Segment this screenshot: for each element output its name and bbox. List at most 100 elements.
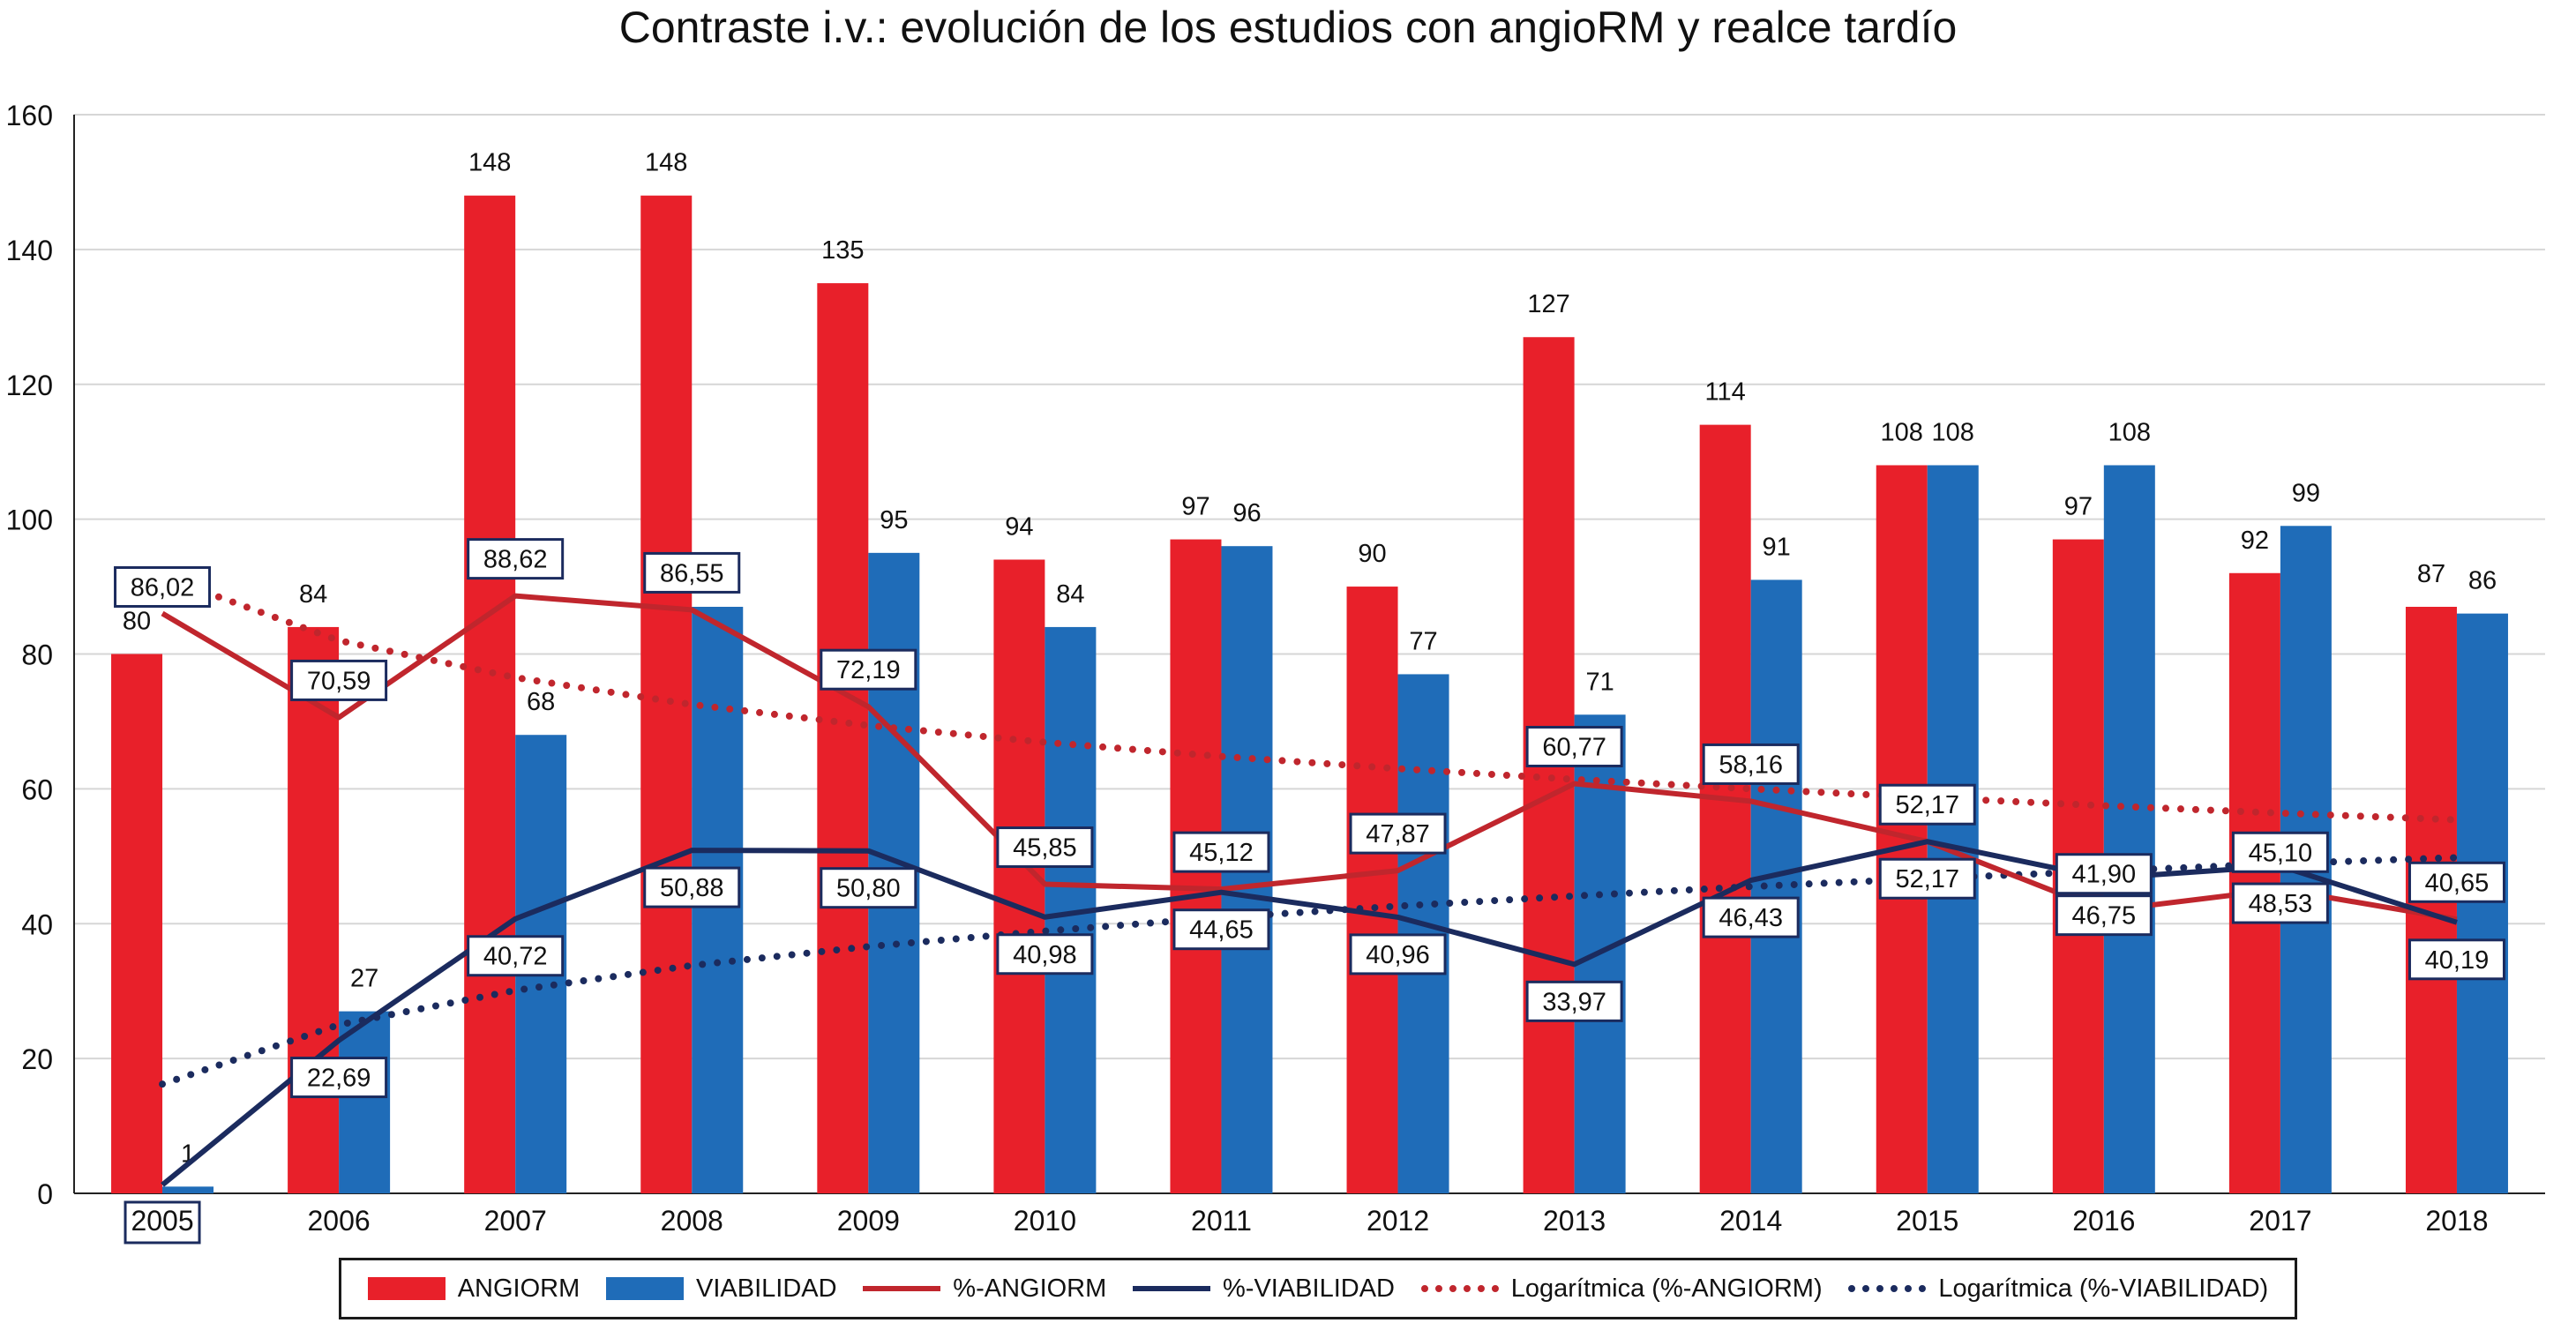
x-tick-label: 2010 [1014,1205,1076,1237]
line-data-label-box [1878,857,1976,900]
line-data-label: 52,17 [1895,791,1959,819]
x-tick-label: 2013 [1543,1205,1606,1237]
line-data-label-box [820,867,917,909]
line-data-label-box [1349,812,1447,855]
line-data-label: 58,16 [1719,751,1783,779]
line-data-label-box [114,565,212,608]
bar-data-label: 95 [880,506,908,534]
line-data-label-box [820,648,917,691]
x-tick-label: 2016 [2072,1205,2135,1237]
bar-data-label: 71 [1585,668,1614,696]
bar-data-label: 86 [2468,567,2497,595]
line-data-label: 72,19 [836,656,901,684]
bar-angiorm [464,195,516,1194]
line-data-label: 48,53 [2249,890,2313,918]
line-data-label-box [2055,853,2153,895]
legend-label-log-viabilidad: Logarítmica (%-VIABILIDAD) [1938,1274,2269,1303]
legend-swatch-log-angiorm [1420,1285,1499,1292]
bar-data-label: 92 [2241,527,2269,555]
chart-legend: ANGIORM VIABILIDAD %-ANGIORM %-VIABILIDA… [339,1258,2297,1319]
bar-viabilidad [339,1011,391,1193]
line-data-label: 50,88 [660,874,724,902]
line-data-label: 40,65 [2425,869,2490,897]
y-tick-label: 140 [6,235,53,266]
line-data-label: 45,12 [1189,839,1254,867]
legend-item-log-viabilidad: Logarítmica (%-VIABILIDAD) [1848,1274,2268,1304]
line-data-label-box [1525,725,1623,767]
bar-data-label: 108 [2108,418,2151,446]
bar-data-label: 97 [1181,493,1209,521]
bar-data-label: 97 [2064,493,2093,521]
legend-label-viabilidad: VIABILIDAD [696,1274,837,1303]
x-tick-label: 2008 [661,1205,723,1237]
bar-data-label: 127 [1527,290,1569,318]
bar-data-label: 148 [468,149,511,177]
bar-angiorm [640,195,693,1194]
bar-data-label: 148 [645,149,687,177]
legend-item-viabilidad: VIABILIDAD [606,1274,837,1304]
y-tick-label: 80 [21,639,53,671]
line-data-label-box [290,659,388,701]
legend-item-log-angiorm: Logarítmica (%-ANGIORM) [1420,1274,1823,1304]
bar-angiorm [1699,424,1751,1193]
bar-data-label: 114 [1705,378,1746,407]
line-data-label: 45,85 [1013,834,1077,863]
legend-label-log-angiorm: Logarítmica (%-ANGIORM) [1510,1274,1823,1303]
line-data-label-box [467,935,565,977]
line-data-label: 40,19 [2425,946,2490,975]
bar-viabilidad [162,1186,214,1193]
y-tick-label: 0 [37,1178,53,1210]
line-data-label: 46,43 [1719,904,1783,932]
line-data-label: 44,65 [1189,916,1254,945]
y-tick-label: 100 [6,505,53,536]
line-data-label: 86,02 [131,573,195,602]
line-data-label-box [2408,938,2505,981]
line-data-label: 40,96 [1366,941,1430,969]
legend-label-angiorm: ANGIORM [457,1274,580,1303]
line-data-label-box [1525,980,1623,1022]
legend-swatch-pct-angiorm [863,1286,941,1291]
bar-data-label: 84 [299,580,327,609]
line-data-label-box [1702,896,1800,938]
line-data-label-box [1702,743,1800,785]
line-data-label-box [467,538,565,580]
y-tick-label: 60 [21,774,53,805]
line-data-label: 50,80 [836,875,901,903]
bar-data-label: 91 [1763,533,1791,561]
chart-title: Contraste i.v.: evolución de los estudio… [618,3,1958,52]
line-data-label: 70,59 [307,667,371,695]
line-data-label: 22,69 [307,1065,371,1093]
x-tick-label: 2005 [131,1205,193,1237]
trend-line-angiorm [159,572,2460,824]
line-data-label-box [996,826,1094,869]
line-data-label: 40,98 [1013,941,1077,969]
x-tick-label: 2015 [1896,1205,1958,1237]
legend-label-pct-viabilidad: %-VIABILIDAD [1223,1274,1395,1303]
bar-data-label: 108 [1881,418,1923,446]
bar-data-label: 84 [1056,580,1084,609]
bar-data-label: 27 [350,965,378,993]
line-data-label: 47,87 [1366,820,1430,848]
chart-plot: 0 20 40 60 80 100 120 140 160 2005 2006 2007 2008 200… [6,100,2545,1245]
bar-angiorm [288,626,340,1193]
x-tick-label-box [124,1200,201,1245]
line-data-label: 52,17 [1895,865,1959,893]
line-data-label-box [2231,882,2329,924]
x-tick-label: 2018 [2425,1205,2488,1237]
line-data-label-box [996,933,1094,975]
x-tick-label: 2012 [1367,1205,1429,1237]
legend-item-angiorm: ANGIORM [367,1274,580,1304]
bar-data-label: 94 [1005,512,1033,541]
line-data-label: 86,55 [660,559,724,587]
x-tick-label: 2006 [308,1205,371,1237]
x-tick-label: 2011 [1191,1205,1252,1237]
line-data-label-box [2231,831,2329,873]
legend-item-pct-viabilidad: %-VIABILIDAD [1133,1274,1395,1304]
line-data-label-box [1349,933,1447,975]
line-data-label-box [2055,894,2153,937]
bar-viabilidad [1927,465,1979,1193]
y-tick-label: 160 [6,100,53,131]
legend-swatch-pct-viabilidad [1133,1286,1210,1291]
legend-swatch-angiorm [367,1277,446,1300]
legend-swatch-log-viabilidad [1848,1285,1927,1292]
